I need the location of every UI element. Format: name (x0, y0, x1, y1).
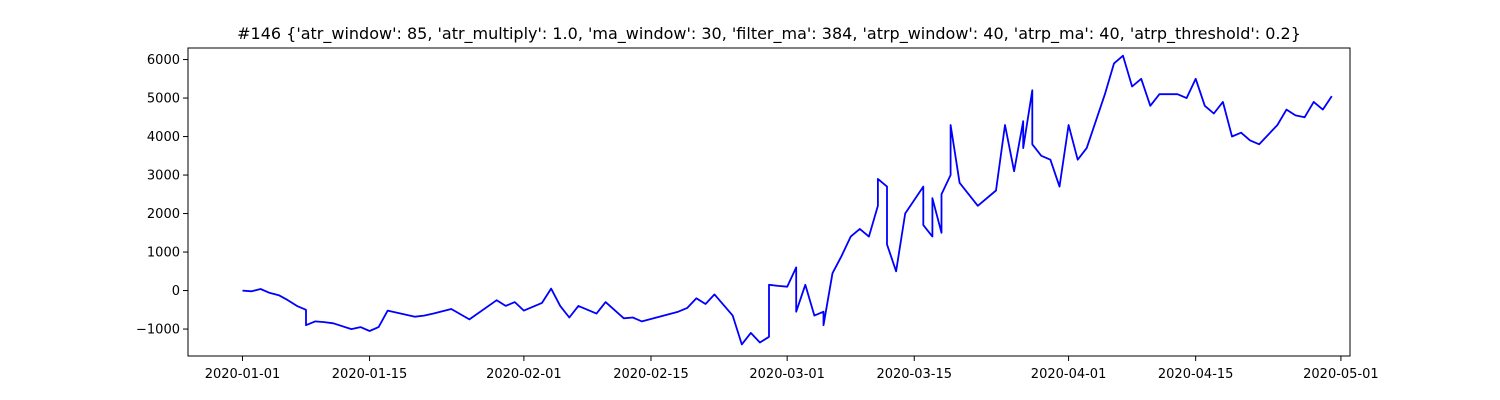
y-tick-label-4: 3000 (147, 169, 180, 184)
x-tick-label-2: 2020-02-01 (486, 367, 562, 382)
series-layer (242, 54, 1333, 346)
y-tick-label-7: 6000 (147, 53, 180, 68)
x-tick-label-5: 2020-03-15 (876, 367, 952, 382)
x-axis: 2020-01-01 2020-01-15 2020-02-01 2020-02-15… (205, 356, 1379, 382)
x-tick-label-1: 2020-01-15 (332, 367, 408, 382)
y-axis: −1000 0 1000 2000 3000 4000 5000 6000 (136, 53, 188, 338)
y-tick-label-6: 5000 (147, 92, 180, 107)
y-tick-label-3: 2000 (147, 207, 180, 222)
x-tick-label-3: 2020-02-15 (613, 367, 689, 382)
x-tick-label-0: 2020-01-01 (205, 367, 281, 382)
plot-area-frame (187, 47, 1351, 357)
x-tick-label-6: 2020-04-01 (1031, 367, 1107, 382)
y-tick-label-2: 1000 (147, 246, 180, 261)
y-tick-label-1: 0 (172, 284, 180, 299)
y-tick-label-5: 4000 (147, 130, 180, 145)
y-tick-label-0: −1000 (136, 323, 180, 338)
x-tick-label-7: 2020-04-15 (1158, 367, 1234, 382)
chart-title: #146 {'atr_window': 85, 'atr_multiply': … (237, 24, 1301, 44)
series-line-0 (242, 54, 1333, 346)
x-tick-label-8: 2020-05-01 (1303, 367, 1379, 382)
x-tick-label-4: 2020-03-01 (749, 367, 825, 382)
